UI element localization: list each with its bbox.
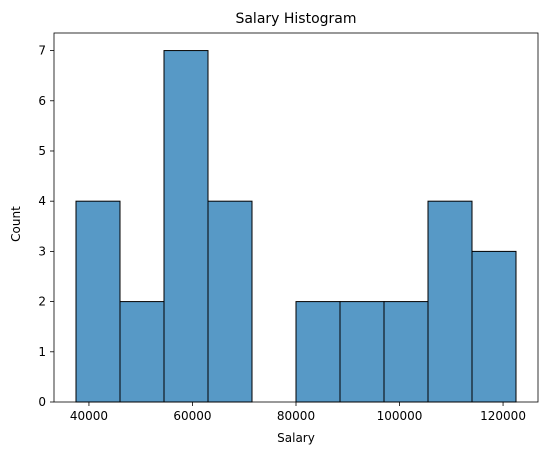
x-tick-label: 60000	[173, 409, 211, 423]
x-tick-label: 100000	[377, 409, 423, 423]
histogram-bar	[119, 301, 165, 403]
y-tick-label: 5	[38, 144, 46, 158]
x-axis: 40000 60000 80000 100000 120000	[70, 402, 526, 423]
y-tick-label: 0	[38, 395, 46, 409]
x-tick-label: 80000	[277, 409, 315, 423]
y-axis: 0 1 2 3 4 5 6 7	[38, 44, 54, 409]
histogram-bar	[383, 301, 429, 403]
x-tick-label: 120000	[480, 409, 526, 423]
histogram-bar	[471, 250, 517, 403]
histogram-bar	[339, 301, 385, 403]
histogram-bar	[207, 200, 253, 403]
x-axis-label: Salary	[277, 431, 315, 445]
y-axis-label: Count	[9, 206, 23, 242]
bars-group	[75, 50, 517, 403]
y-tick-label: 4	[38, 194, 46, 208]
histogram-bar	[163, 50, 209, 403]
histogram-bar	[427, 200, 473, 403]
x-tick-label: 40000	[70, 409, 108, 423]
y-tick-label: 2	[38, 295, 46, 309]
y-tick-label: 7	[38, 44, 46, 58]
y-tick-label: 6	[38, 94, 46, 108]
y-tick-label: 1	[38, 345, 46, 359]
histogram-bar	[75, 200, 121, 403]
chart-title: Salary Histogram	[235, 11, 356, 27]
y-tick-label: 3	[38, 244, 46, 258]
histogram-bar	[295, 301, 341, 403]
